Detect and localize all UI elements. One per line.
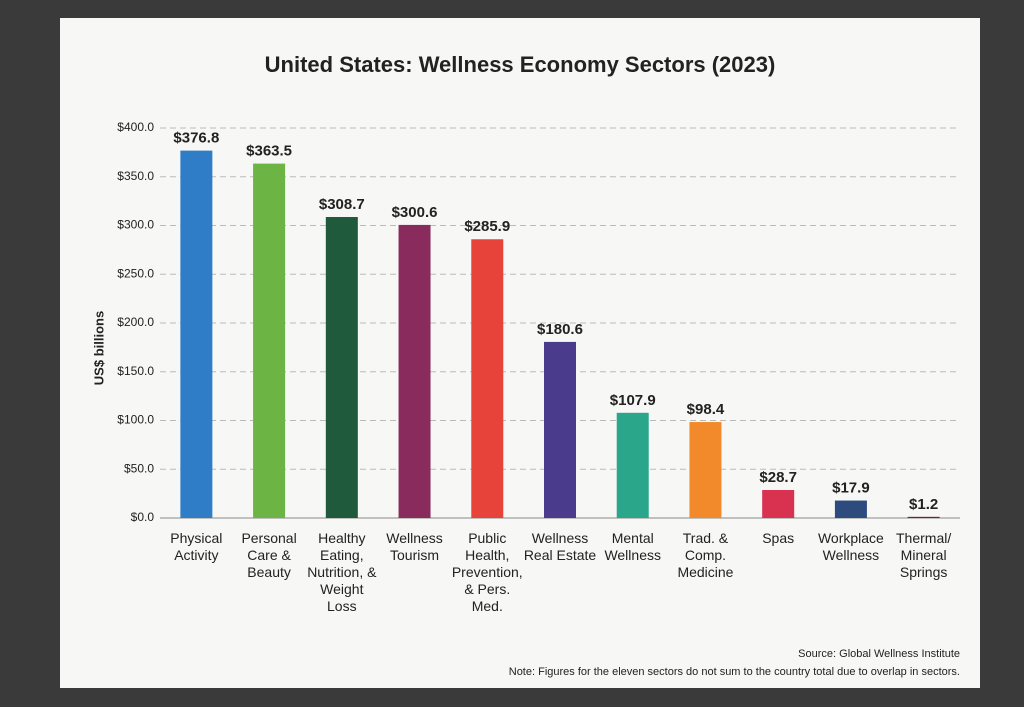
bar — [471, 239, 504, 518]
y-tick-label: $50.0 — [124, 461, 154, 475]
chart-title: United States: Wellness Economy Sectors … — [265, 52, 776, 77]
y-axis-label: US$ billions — [91, 311, 106, 385]
value-label: $1.2 — [909, 496, 938, 513]
value-label: $17.9 — [832, 480, 870, 497]
y-tick-label: $250.0 — [117, 266, 154, 280]
value-label: $285.9 — [464, 218, 510, 235]
bar — [544, 341, 576, 518]
x-tick-label: Workplace Wellness — [817, 530, 884, 563]
value-label: $107.9 — [610, 392, 656, 409]
y-tick-label: $0.0 — [131, 510, 155, 524]
value-label: $308.7 — [319, 196, 365, 213]
chart: United States: Wellness Economy Sectors … — [91, 52, 960, 524]
value-label: $28.7 — [759, 469, 797, 486]
y-tick-label: $100.0 — [117, 413, 154, 427]
slide: United States: Wellness Economy Sectors … — [60, 18, 980, 688]
x-tick-label: Spas — [762, 530, 795, 546]
bar — [325, 217, 358, 518]
source: Source: Global Wellness Institute — [798, 648, 960, 660]
y-tick-label: $300.0 — [117, 218, 154, 232]
value-label: $98.4 — [687, 401, 725, 418]
x-tick-label: Trad. & Comp. Medicine — [677, 530, 734, 580]
note: Note: Figures for the eleven sectors do … — [508, 666, 960, 678]
bar — [762, 490, 795, 518]
bar — [834, 500, 867, 518]
bar — [907, 516, 940, 518]
x-tick-label: Physical Activity — [170, 530, 223, 563]
bar — [689, 422, 722, 518]
x-tick-label: Thermal/ Mineral Springs — [896, 530, 952, 580]
y-tick-label: $400.0 — [117, 120, 154, 134]
x-tick-label: Healthy Eating, Nutrition, & Weight Loss — [307, 530, 377, 614]
value-label: $180.6 — [537, 321, 583, 338]
x-tick-label: Personal Care & Beauty — [241, 530, 297, 580]
bar — [180, 150, 213, 518]
x-tick-label: Mental Wellness — [604, 530, 661, 563]
y-tick-label: $150.0 — [117, 364, 154, 378]
bar — [616, 412, 649, 518]
x-tick-label: Wellness Real Estate — [523, 530, 597, 563]
bar — [253, 163, 286, 518]
x-tick-label: Wellness Tourism — [386, 530, 443, 563]
y-tick-label: $350.0 — [117, 169, 154, 183]
value-label: $376.8 — [173, 130, 219, 147]
y-tick-label: $200.0 — [117, 315, 154, 329]
value-label: $300.6 — [392, 204, 438, 221]
x-tick-label: Public Health, Prevention, & Pers. Med. — [451, 530, 523, 614]
value-label: $363.5 — [246, 143, 292, 160]
bar — [398, 224, 431, 519]
